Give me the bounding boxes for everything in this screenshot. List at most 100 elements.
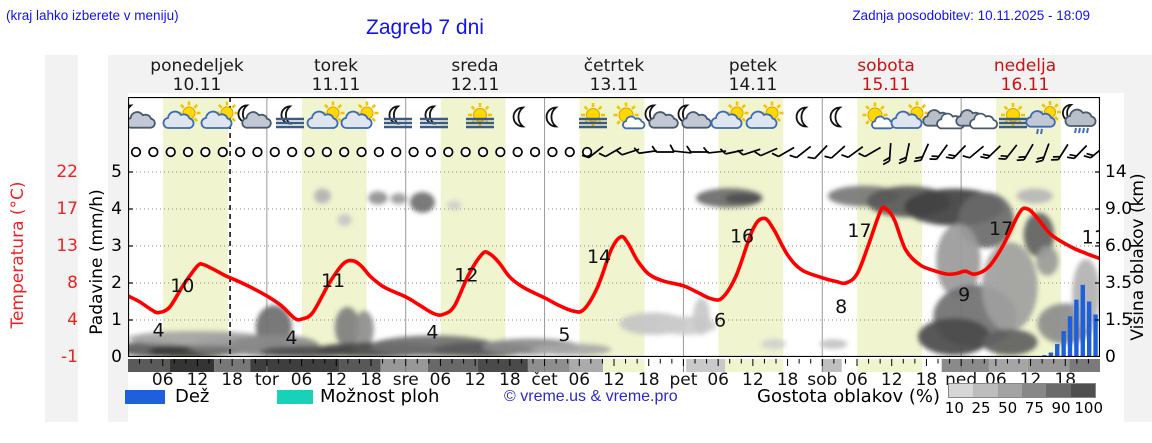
wind-barb-icon (929, 144, 948, 161)
calm-wind-icon (165, 146, 176, 158)
time-tick-label: 06 (429, 370, 452, 390)
sun-smallcloud-icon (613, 102, 646, 130)
wind-barb-icon (651, 145, 675, 153)
day-name: četrtek (583, 56, 645, 76)
time-tick-label: 06 (151, 370, 174, 390)
cloud-blob (354, 310, 374, 348)
cloud-cover-segment (339, 359, 381, 372)
rain-legend-swatch (125, 390, 165, 404)
cloud-tick: 0 (1105, 347, 1116, 367)
daylight-band (579, 97, 645, 357)
copyright-link[interactable]: © vreme.us & vreme.pro (504, 388, 678, 405)
temp-value-label: 5 (558, 324, 570, 346)
calm-wind-icon (304, 146, 315, 158)
time-tick-label: 12 (880, 370, 903, 390)
temp-value-label: 9 (958, 284, 970, 306)
day-header: nedelja 16.11 (960, 57, 1090, 95)
rain-bar (1055, 344, 1060, 357)
time-tick-label: 12 (464, 370, 486, 390)
calm-wind-icon (391, 146, 402, 158)
day-name: sobota (857, 56, 915, 76)
calm-wind-icon (547, 146, 558, 158)
sun-cloud-icon (306, 101, 345, 129)
precip-tick: 3 (111, 236, 122, 256)
cloud-density-ticks: 10 25 50 75 90 100 (941, 399, 1103, 417)
cloud-cover-segment (822, 359, 842, 372)
temp-value-label: 17 (989, 218, 1013, 240)
cloud-cover-segment (128, 359, 170, 372)
wind-barb-icon (1083, 145, 1106, 159)
cloud-tick: 14 (1105, 162, 1127, 182)
temp-value-label: 17 (847, 220, 871, 242)
cloud-blob (981, 329, 1038, 356)
calm-wind-icon (529, 146, 541, 158)
temp-value-label: 4 (153, 320, 165, 342)
temp-value-label: 14 (587, 246, 611, 268)
calm-wind-icon (460, 146, 471, 158)
moon-cloud-icon (237, 104, 272, 129)
moon-fog-icon (276, 105, 304, 129)
cloud-density-scale (948, 383, 1096, 398)
calm-wind-icon (321, 146, 333, 158)
temp-value-label: 10 (170, 275, 194, 297)
wind-row (130, 142, 1106, 166)
time-tick-label: 06 (846, 370, 868, 390)
calm-wind-icon (182, 146, 194, 158)
time-tick-label: 18 (915, 370, 938, 390)
meteogram-chart: 4 10 4 11 4 12 5 14 6 16 8 17 9 17 11 (119, 96, 1106, 358)
day-header: sreda 12.11 (410, 57, 540, 95)
day-abbrev-label: sre (392, 370, 419, 390)
wind-barb-icon (824, 145, 846, 159)
time-tick-label: 06 (568, 370, 591, 390)
cloud-blob (819, 339, 848, 349)
chart-canvas: 4 10 4 11 4 12 5 14 6 16 8 17 9 17 11 (119, 96, 1106, 358)
location-hint: (kraj lahko izberete v meniju) (6, 8, 179, 23)
cloud-blob (1072, 258, 1100, 330)
day-date: 12.11 (450, 75, 500, 95)
calm-wind-icon (512, 146, 523, 158)
calm-wind-icon (373, 146, 385, 158)
moon-cloud-icon (121, 104, 156, 129)
temp-value-label: 12 (454, 264, 478, 286)
cloud-blob (390, 193, 408, 205)
calm-wind-icon (443, 146, 454, 158)
wind-barb-icon (841, 146, 864, 159)
rain-bar (1074, 299, 1079, 357)
time-tick-label: 12 (325, 370, 348, 390)
cloud-blob (936, 223, 981, 298)
rain-bar (1080, 284, 1085, 357)
rain-bar (1067, 316, 1073, 357)
wind-barb-icon (633, 147, 657, 155)
cloud-cover-segment (686, 359, 726, 372)
strip-canvas (128, 359, 1100, 372)
rain-legend-label: Dež (175, 386, 210, 407)
rain-bar (1086, 301, 1092, 357)
moon-cloud-icon (677, 104, 712, 129)
last-update-text: Zadnja posodobitev: 10.11.2025 - 18:09 (852, 8, 1090, 23)
cloud-blob (409, 191, 435, 213)
day-header: petek 14.11 (688, 57, 818, 95)
cloud-cover-segment (427, 359, 478, 372)
wind-barb-icon (1035, 143, 1050, 163)
day-name: petek (728, 56, 778, 76)
temp-value-label: 11 (321, 270, 345, 292)
day-header: torek 11.11 (271, 57, 401, 95)
cloud-cover-segment (169, 359, 215, 372)
wind-barb-icon (736, 148, 761, 156)
day-abbrev-label: čet (531, 370, 558, 390)
calm-wind-icon (408, 146, 419, 158)
sun-cloud-icon (162, 101, 201, 129)
moon-fog-icon (384, 105, 412, 129)
temp-value-label: 6 (714, 310, 726, 332)
cloud-cover-segment (1069, 359, 1100, 372)
rain-bar (1093, 314, 1098, 357)
bg-band-dayheader (115, 55, 1152, 93)
precip-tick: 0 (111, 347, 122, 367)
calm-wind-icon (286, 146, 298, 158)
day-name: torek (314, 56, 358, 76)
cloud-blob (368, 191, 388, 205)
calm-wind-icon (495, 146, 506, 158)
calm-wind-icon (200, 146, 211, 158)
cloud-blob (981, 242, 1038, 332)
